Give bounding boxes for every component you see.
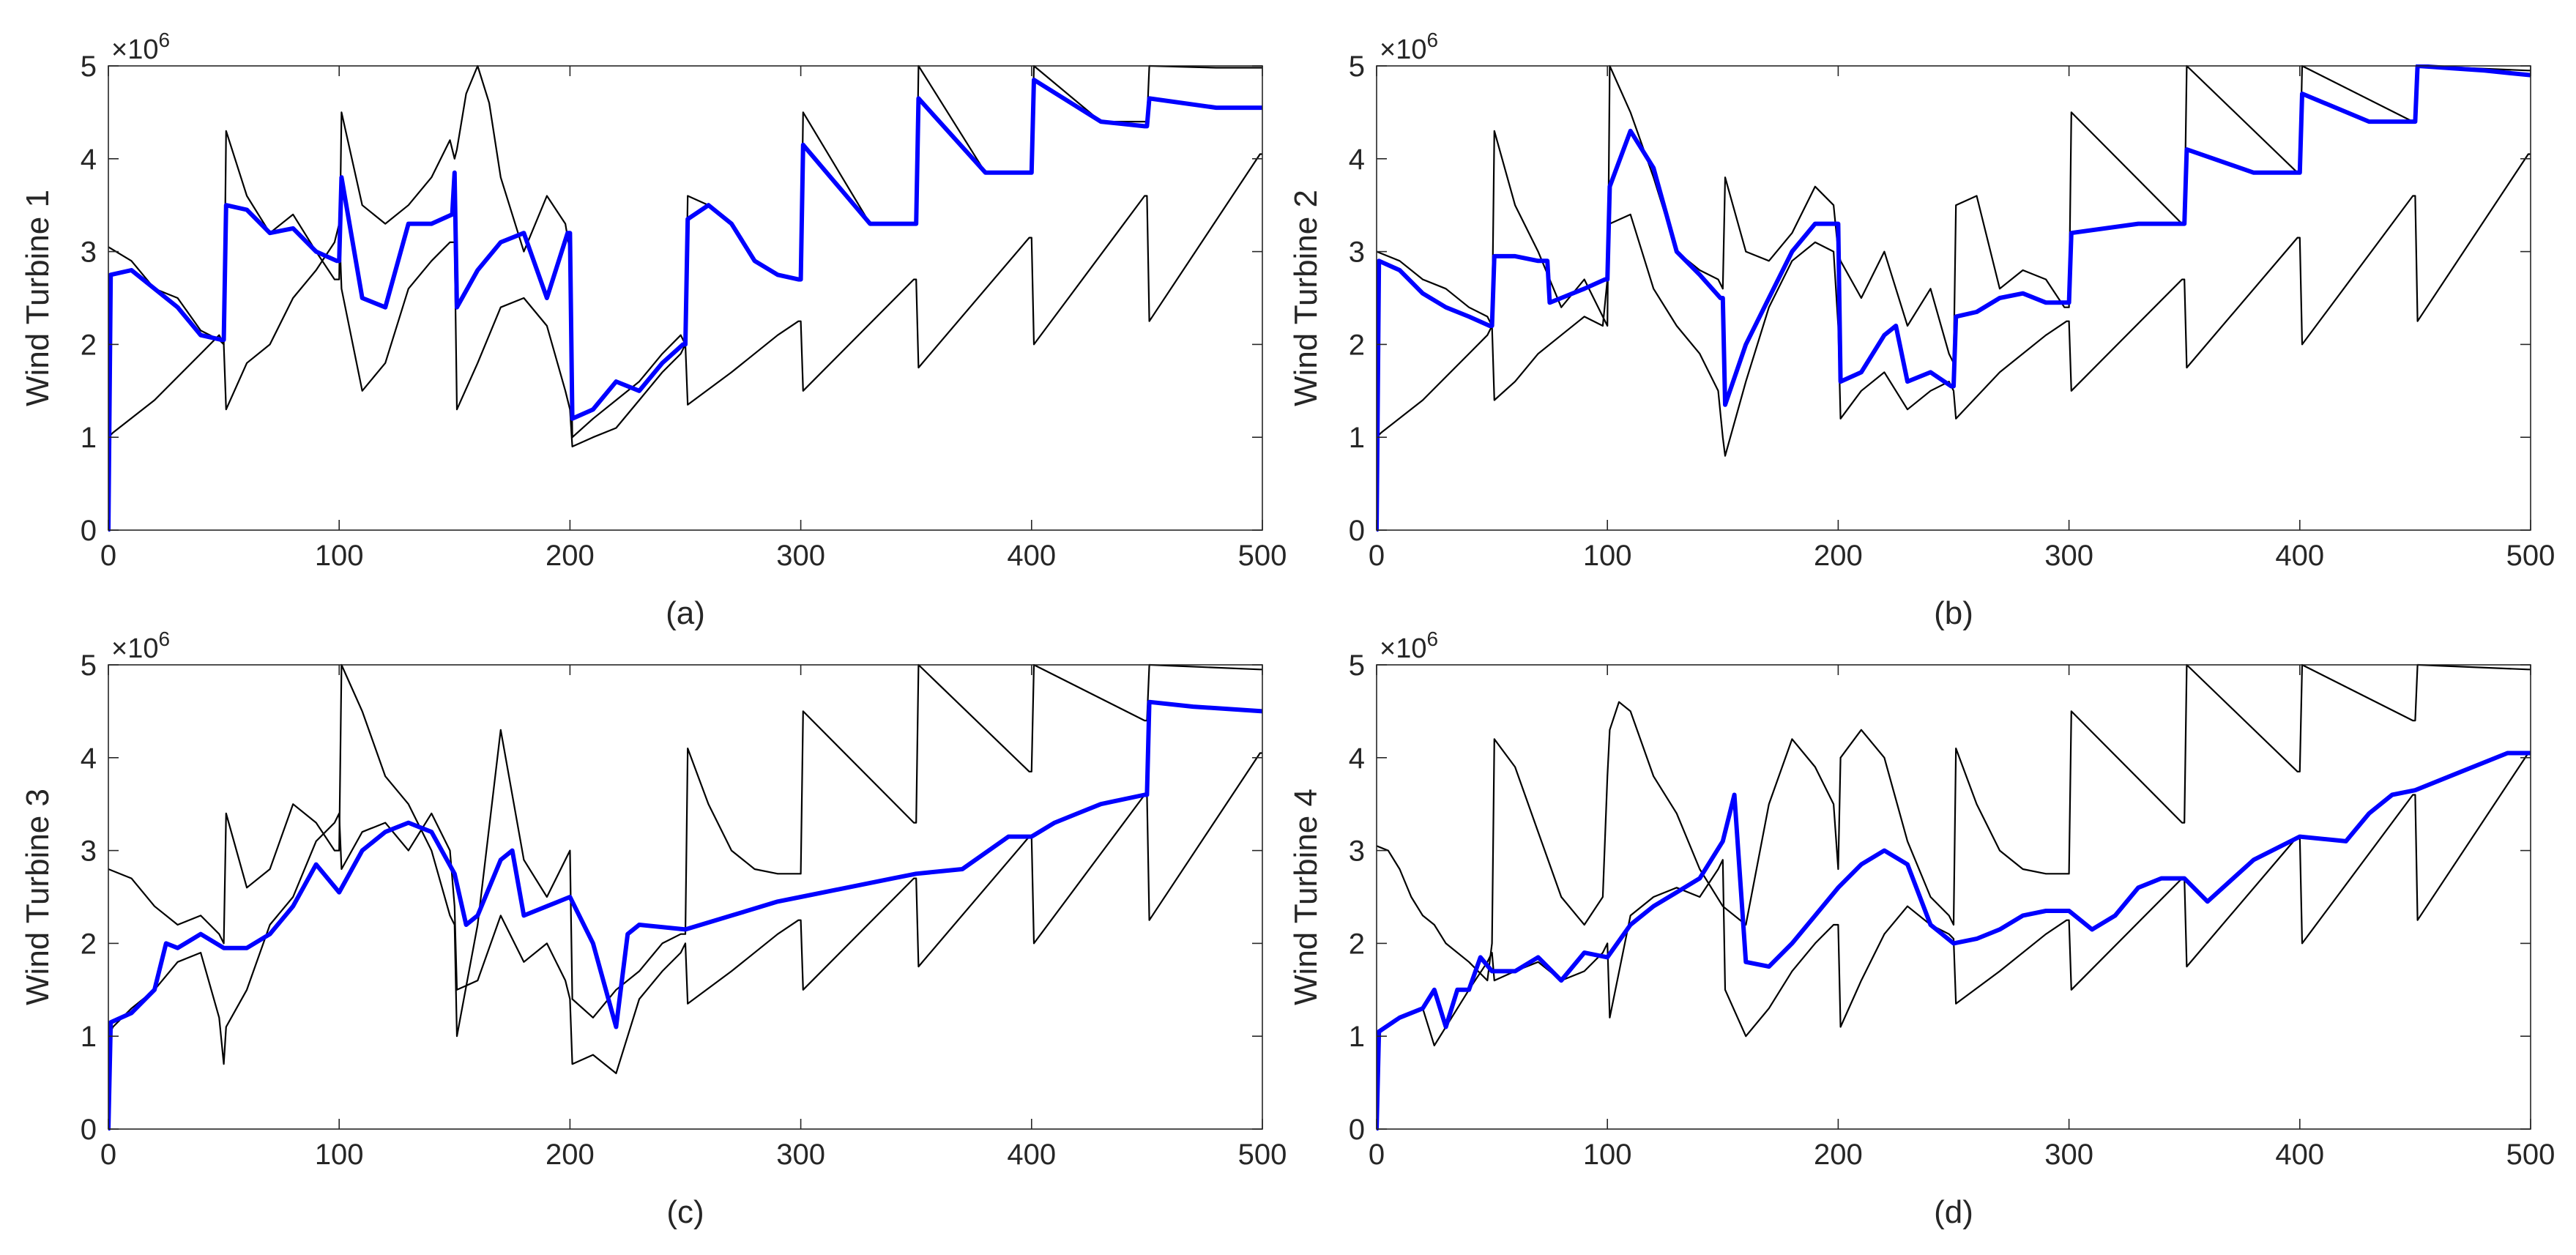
panel-a-xtick-label: 100 (315, 540, 364, 572)
panel-c-ylabel: Wind Turbine 3 (20, 789, 56, 1005)
panel-b-y-multiplier-base: ×10 (1380, 34, 1426, 65)
panel-a-xtick-label: 500 (1238, 540, 1287, 572)
panel-c-xtick-label: 300 (776, 1139, 825, 1171)
panel-d-ytick-label: 0 (1349, 1114, 1365, 1146)
panel-a-caption: (a) (666, 595, 705, 631)
panel-d-y-multiplier-exponent: 6 (1426, 628, 1438, 650)
panel-b-xtick-label: 200 (1814, 540, 1863, 572)
panel-c-series-trajectory (108, 699, 1262, 1131)
panel-b-ytick-label: 4 (1349, 144, 1365, 176)
panel-d: 0 100 200 300 400 500 0 1 2 3 4 5 ×106 Wind Turbine 4… (1288, 628, 2555, 1230)
panel-b-ytick-label: 3 (1349, 237, 1365, 269)
panel-a-ytick-label: 4 (81, 144, 97, 176)
panel-a-y-multiplier-exponent: 6 (158, 29, 170, 51)
panel-a-ytick-label: 5 (81, 51, 97, 83)
panel-c-ytick-label: 3 (81, 835, 97, 868)
panel-d-y-multiplier-base: ×10 (1380, 633, 1426, 664)
panel-c-series-upper-bound (108, 663, 1262, 1038)
panel-b-y-multiplier: ×106 (1380, 29, 1438, 65)
panel-b-series-lower-bound (1377, 153, 2531, 457)
panel-c-y-multiplier-base: ×10 (111, 633, 158, 664)
panel-c-caption: (c) (666, 1194, 704, 1230)
panel-b-ylabel: Wind Turbine 2 (1288, 190, 1324, 406)
panel-d-series-upper-bound (1377, 663, 2531, 982)
panel-b-xtick-label: 500 (2506, 540, 2555, 572)
panel-b-xtick-label: 0 (1369, 540, 1385, 572)
panel-c-xtick-label: 500 (1238, 1139, 1287, 1171)
panel-c-y-multiplier-exponent: 6 (158, 628, 170, 650)
panel-d-series (1377, 663, 2531, 1131)
panel-d-ytick-label: 3 (1349, 835, 1365, 868)
panel-d-xtick-label: 500 (2506, 1139, 2555, 1171)
panel-a-xtick-label: 300 (776, 540, 825, 572)
panel-d-series-lower-bound (1377, 752, 2531, 1047)
panel-b-xtick-label: 300 (2044, 540, 2093, 572)
panel-b-ytick-label: 1 (1349, 422, 1365, 454)
panel-a-xtick-label: 200 (546, 540, 595, 572)
panel-d-axes-box (1376, 664, 2531, 1130)
panel-a-ytick-label: 1 (81, 422, 97, 454)
panel-c-series-lower-bound (108, 752, 1262, 1075)
panel-a-y-multiplier: ×106 (111, 29, 170, 65)
panel-c-xtick-label: 100 (315, 1139, 364, 1171)
panel-d-xtick-label: 200 (1814, 1139, 1863, 1171)
panel-c-ytick-label: 1 (81, 1021, 97, 1053)
panel-d-xtick-label: 300 (2044, 1139, 2093, 1171)
panel-c-ytick-label: 2 (81, 928, 97, 960)
panel-d-y-multiplier: ×106 (1380, 628, 1438, 664)
panel-c: 0 100 200 300 400 500 0 1 2 3 4 5 ×106 Wind Turbine 3… (20, 628, 1287, 1230)
panel-b-y-multiplier-exponent: 6 (1426, 29, 1438, 51)
panel-d-ytick-label: 5 (1349, 649, 1365, 682)
panel-a-series-trajectory (108, 78, 1262, 532)
panel-d-ytick-label: 1 (1349, 1021, 1365, 1053)
panel-a-xtick-label: 0 (100, 540, 116, 572)
panel-a-axes-box (108, 65, 1263, 531)
panel-b-ytick-label: 0 (1349, 515, 1365, 547)
panel-a-series (108, 64, 1262, 532)
panel-b-ytick-label: 2 (1349, 329, 1365, 361)
panel-d-xtick-label: 400 (2275, 1139, 2324, 1171)
panel-b-xtick-label: 400 (2275, 540, 2324, 572)
panel-b: 0 100 200 300 400 500 0 1 2 3 4 5 ×106 Wind Turbine 2… (1288, 29, 2555, 631)
panel-a: 0 100 200 300 400 500 0 1 2 3 4 5 ×106 Wind Turbine 1… (20, 29, 1287, 631)
panel-a-ylabel: Wind Turbine 1 (20, 190, 56, 406)
panel-b-ytick-label: 5 (1349, 51, 1365, 83)
panel-b-series-upper-bound (1377, 64, 2531, 364)
panel-d-series-trajectory (1377, 751, 2531, 1131)
panel-d-ytick-label: 2 (1349, 928, 1365, 960)
panel-a-xtick-label: 400 (1007, 540, 1056, 572)
panel-c-ytick-label: 0 (81, 1114, 97, 1146)
panel-d-caption: (d) (1934, 1194, 1973, 1230)
panel-b-axes-box (1376, 65, 2531, 531)
panel-c-xtick-label: 200 (546, 1139, 595, 1171)
panel-d-ytick-label: 4 (1349, 742, 1365, 775)
panel-a-ytick-label: 0 (81, 515, 97, 547)
panel-c-xtick-label: 400 (1007, 1139, 1056, 1171)
panel-d-xtick-label: 0 (1369, 1139, 1385, 1171)
panel-b-series-trajectory (1377, 64, 2531, 532)
panel-a-series-lower-bound (108, 153, 1262, 448)
panel-b-caption: (b) (1934, 595, 1973, 631)
panel-d-ylabel: Wind Turbine 4 (1288, 789, 1324, 1005)
panel-a-ytick-label: 2 (81, 329, 97, 361)
panel-d-xtick-label: 100 (1583, 1139, 1632, 1171)
panel-a-ytick-label: 3 (81, 237, 97, 269)
panel-c-series (108, 663, 1262, 1131)
panel-c-ytick-label: 5 (81, 649, 97, 682)
panel-c-y-multiplier: ×106 (111, 628, 170, 664)
panel-c-ytick-label: 4 (81, 742, 97, 775)
panel-a-y-multiplier-base: ×10 (111, 34, 158, 65)
panel-b-xtick-label: 100 (1583, 540, 1632, 572)
panel-c-axes-box (108, 664, 1263, 1130)
panel-c-xtick-label: 0 (100, 1139, 116, 1171)
panel-b-series (1377, 64, 2531, 532)
